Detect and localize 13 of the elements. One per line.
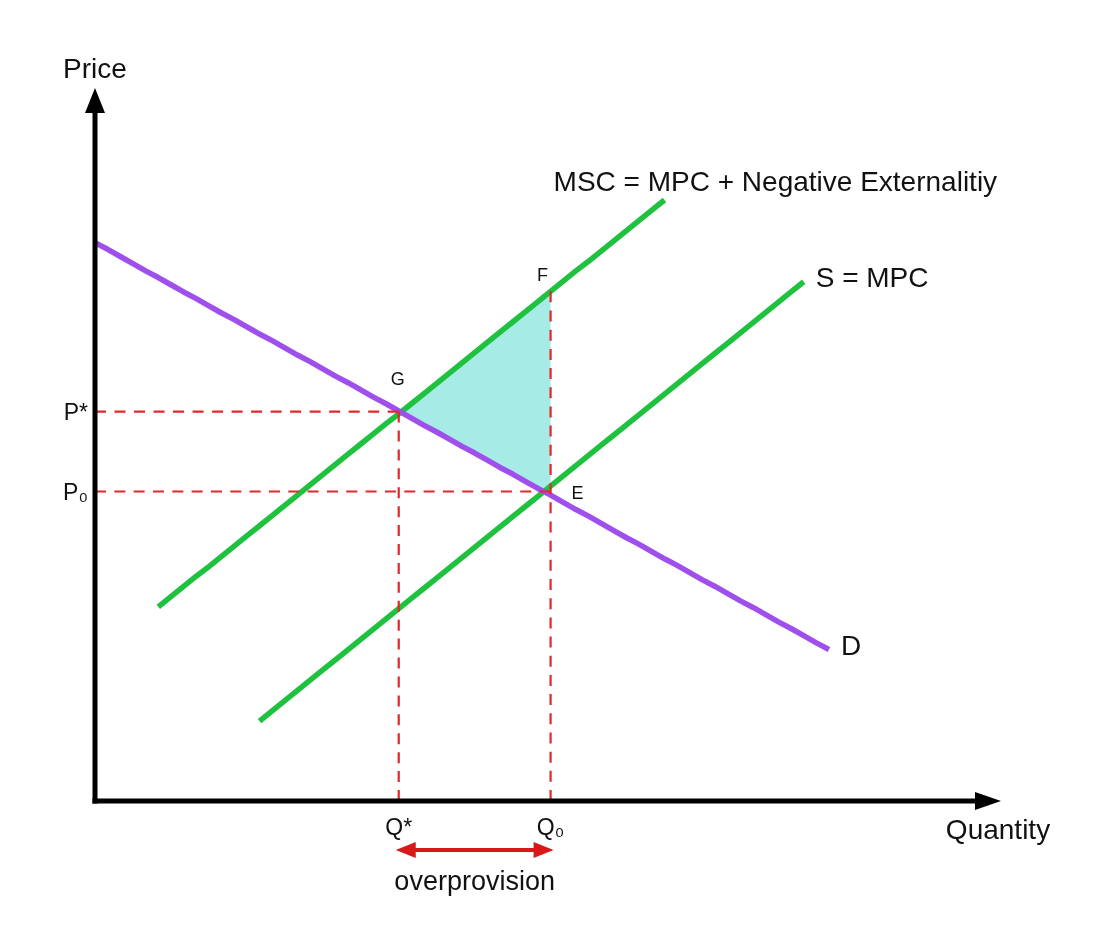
annotation: F	[537, 265, 549, 286]
series-label: P*	[63, 398, 89, 425]
annotation: E	[571, 483, 584, 504]
x-axis-title: Quantity	[945, 814, 1051, 845]
series-label: P₀	[63, 478, 88, 505]
text: overprovision	[394, 866, 555, 896]
x-tick-label: Q*	[385, 814, 413, 840]
text: MSC = MPC + Negative Externalitiy	[553, 166, 998, 197]
x-tick-label: Q₀	[536, 814, 565, 840]
y-axis-title: Price	[63, 53, 127, 84]
annotation: G	[390, 368, 405, 389]
series-label: D	[841, 629, 862, 661]
series-label: S = MPC	[815, 261, 929, 293]
